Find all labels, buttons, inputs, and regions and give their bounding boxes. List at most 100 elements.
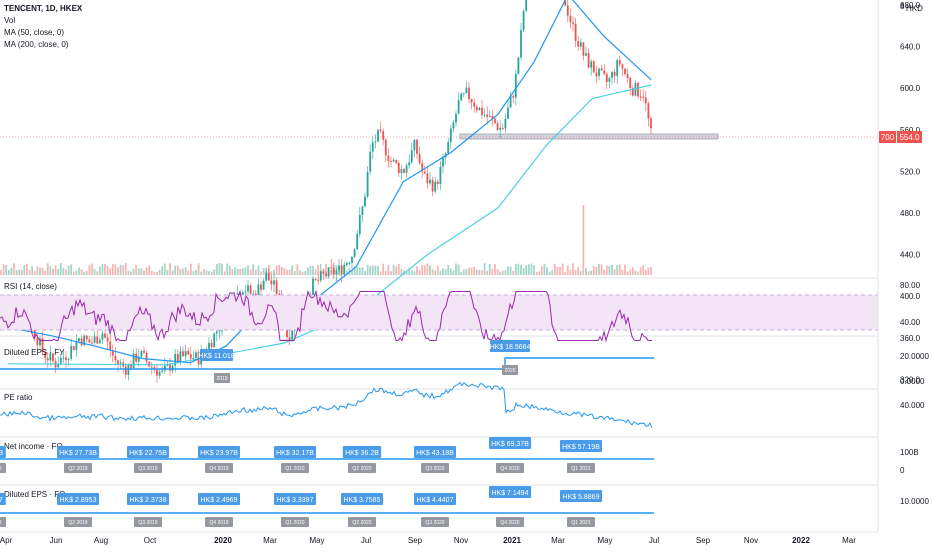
candle-body — [114, 355, 117, 361]
candle-body — [117, 360, 119, 364]
volume-bar — [288, 269, 291, 275]
eps_fq-marker[interactable]: HK$ 7.1494 Q4 2020 — [489, 486, 531, 527]
candle-body — [33, 324, 36, 338]
eps_fq-marker[interactable]: HK$ 2.4969 Q4 2019 — [198, 493, 240, 527]
net_income-marker[interactable]: HK$ 36.2B Q2 2020 — [342, 446, 382, 473]
svg-text:HK$ 11.018: HK$ 11.018 — [198, 353, 235, 360]
volume-bar — [205, 270, 208, 275]
volume-bar — [156, 271, 158, 275]
volume-bar — [522, 268, 525, 275]
net_income-marker[interactable]: HK$ 32.17B Q1 2020 — [274, 446, 316, 473]
candle-body — [512, 96, 515, 98]
eps_fq-period-tag — [281, 517, 309, 527]
volume-bar — [254, 270, 257, 275]
eps_fq-marker[interactable]: HK$ 4.4407 Q3 2020 — [414, 493, 456, 527]
volume-bar — [273, 269, 275, 275]
candle-body — [286, 326, 288, 338]
eps_fq-marker[interactable]: HK$ 2.3738 Q3 2019 — [127, 493, 169, 527]
volume-bar — [644, 269, 647, 275]
volume-bar — [140, 268, 143, 275]
volume-bar — [33, 271, 36, 275]
volume-bar — [572, 263, 574, 275]
candle-body — [579, 42, 582, 47]
net_income-period: Q3 2019 — [138, 466, 157, 472]
candle-body — [85, 335, 88, 340]
candle-body — [265, 272, 268, 281]
net_income-period-tag — [0, 463, 6, 473]
volume-bar — [509, 266, 512, 275]
net_income-marker[interactable]: 31.65B Q1 2019 — [0, 446, 6, 473]
eps_fq-value-badge — [341, 493, 383, 505]
candle-body — [101, 333, 104, 340]
net_income-marker[interactable]: HK$ 23.97B Q4 2019 — [198, 446, 240, 473]
eps_fq-period: Q3 2019 — [138, 520, 157, 526]
eps-fy-marker-2020[interactable]: HK$ 18.5664 2020 — [490, 340, 531, 375]
candle-body — [343, 264, 346, 275]
candle-body — [111, 350, 114, 356]
eps_fq-marker[interactable]: HK$ 2.8953 Q2 2019 — [57, 493, 99, 527]
candle-body — [174, 354, 177, 366]
eps_fq-period: Q4 2020 — [500, 520, 519, 526]
volume-bar — [236, 268, 239, 275]
candle-body — [605, 73, 608, 82]
candle-body — [650, 118, 652, 129]
volume-bar — [88, 265, 91, 275]
candle-body — [494, 118, 496, 124]
volume-bar — [117, 267, 119, 275]
volume-bar — [431, 268, 434, 275]
price-tick-label: 8 — [900, 2, 905, 11]
eps_fq-value: HK$ 3.3397 — [277, 497, 314, 504]
time-axis-label: Mar — [263, 536, 277, 545]
candle-body — [416, 139, 418, 154]
eps_fq-period: Q1 2020 — [285, 520, 304, 526]
volume-bar — [366, 264, 369, 275]
volume-bar — [143, 270, 145, 275]
volume-bar — [520, 264, 522, 275]
volume-bar — [426, 263, 429, 275]
net_income-value-badge — [489, 437, 531, 449]
eps-fy-marker-2019[interactable]: HK$ 11.018 2019 — [198, 349, 235, 383]
volume-bar — [70, 264, 73, 275]
candle-body — [400, 169, 403, 174]
eps_fq-period: Q4 2019 — [209, 520, 228, 526]
net_income-marker[interactable]: HK$ 43.18B Q3 2020 — [414, 446, 456, 473]
volume-bar — [377, 266, 379, 275]
candle-body — [564, 0, 567, 6]
time-axis-label: May — [309, 536, 324, 545]
eps_fq-marker[interactable]: HK$ 3.3397 Q1 2020 — [274, 493, 316, 527]
candle-body — [317, 279, 320, 281]
volume-bar — [603, 269, 606, 275]
net_income-marker[interactable]: HK$ 69.37B Q4 2020 — [489, 437, 531, 473]
volume-bar — [501, 270, 504, 275]
candle-body — [629, 78, 632, 89]
candle-body — [130, 364, 132, 368]
candle-body — [288, 337, 291, 341]
eps_fq-marker[interactable]: HK$ 3.7585 Q2 2020 — [341, 493, 383, 527]
eps_fq-marker[interactable]: 3.5077 Q1 2019 — [0, 493, 6, 527]
volume-bar — [221, 263, 223, 275]
time-axis-label: Jul — [361, 536, 371, 545]
candle-body — [46, 358, 49, 361]
net_income-marker[interactable]: HK$ 22.75B Q3 2019 — [127, 446, 169, 473]
volume-bar — [387, 264, 390, 275]
candle-body — [364, 196, 366, 207]
candle-body — [252, 293, 255, 295]
net_income-marker[interactable]: HK$ 57.19B Q1 2021 — [560, 440, 602, 473]
eps-fq-markers: 3.5077 Q1 2019 HK$ 2.8953 Q2 2019 HK$ 2.3738… — [0, 486, 654, 527]
volume-bar — [80, 269, 83, 275]
eps_fq-marker[interactable]: HK$ 5.8869 Q1 2021 — [560, 490, 602, 527]
volume-bar — [192, 271, 195, 275]
candle-body — [176, 354, 179, 363]
candle-body — [98, 339, 101, 344]
volume-bar — [631, 267, 634, 275]
net_income-marker[interactable]: HK$ 27.73B Q2 2019 — [57, 446, 99, 473]
volume-bar — [325, 263, 327, 275]
candle-body — [639, 96, 642, 98]
candle-body — [163, 365, 166, 371]
candle-body — [49, 353, 52, 361]
volume-bar — [161, 266, 164, 275]
ticker-badge-label: 700 — [881, 133, 895, 142]
candle-body — [455, 114, 457, 123]
